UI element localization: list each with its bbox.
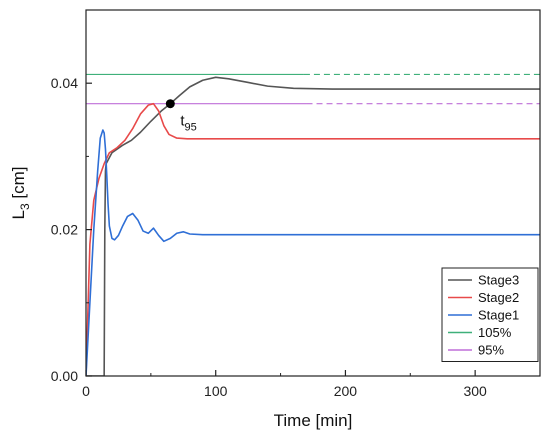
t95-label-subscript: 95 (184, 122, 196, 134)
legend: Stage3 Stage2 Stage1 105% 95% (441, 267, 539, 362)
y-axis-title-subscript: 3 (18, 203, 32, 210)
x-tick-label: 100 (204, 383, 228, 399)
t95-annotation: t95 (165, 99, 197, 134)
legend-label: 95% (478, 343, 504, 358)
y-axis-title-main: L (9, 210, 28, 219)
series-line-stage2 (86, 102, 540, 376)
t95-label-main: t (180, 113, 185, 130)
y-tick-label: 0.02 (51, 222, 78, 238)
legend-label: Stage3 (478, 273, 519, 288)
y-tick-label: 0.00 (51, 368, 78, 384)
series-line-stage3 (86, 76, 540, 376)
axes: 0 100 200 300 0.00 0.02 0.04 (51, 9, 541, 399)
x-tick-label: 300 (463, 383, 487, 399)
plot-frame (85, 9, 541, 377)
y-axis-title-unit: [cm] (9, 167, 28, 204)
plot-area (86, 73, 540, 376)
x-tick-label: 200 (334, 383, 358, 399)
y-axis-title: L3 [cm] (9, 167, 32, 220)
legend-label: Stage1 (478, 308, 519, 323)
series-line-stage1 (86, 129, 540, 376)
x-axis-title: Time [min] (274, 411, 353, 430)
y-tick-label: 0.04 (51, 75, 78, 91)
t95-label: t95 (180, 113, 196, 134)
legend-label: 105% (478, 325, 512, 340)
legend-label: Stage2 (478, 290, 519, 305)
x-tick-label: 0 (82, 383, 90, 399)
t95-marker (165, 99, 175, 109)
